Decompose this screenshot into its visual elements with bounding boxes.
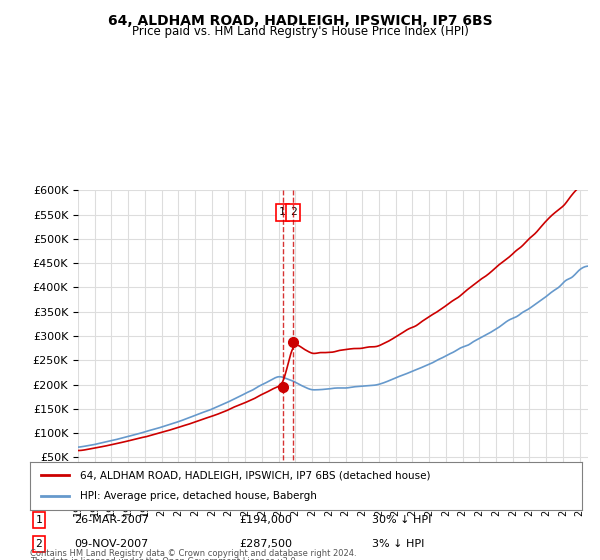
Text: 30% ↓ HPI: 30% ↓ HPI [372,515,431,525]
Text: £287,500: £287,500 [240,539,293,549]
Text: 26-MAR-2007: 26-MAR-2007 [74,515,149,525]
Text: 1: 1 [35,515,42,525]
Text: 2: 2 [290,207,296,217]
Text: 3% ↓ HPI: 3% ↓ HPI [372,539,425,549]
Text: 64, ALDHAM ROAD, HADLEIGH, IPSWICH, IP7 6BS (detached house): 64, ALDHAM ROAD, HADLEIGH, IPSWICH, IP7 … [80,470,430,480]
Text: Price paid vs. HM Land Registry's House Price Index (HPI): Price paid vs. HM Land Registry's House … [131,25,469,38]
Text: Contains HM Land Registry data © Crown copyright and database right 2024.: Contains HM Land Registry data © Crown c… [30,549,356,558]
Text: HPI: Average price, detached house, Babergh: HPI: Average price, detached house, Babe… [80,491,317,501]
Text: 64, ALDHAM ROAD, HADLEIGH, IPSWICH, IP7 6BS: 64, ALDHAM ROAD, HADLEIGH, IPSWICH, IP7 … [107,14,493,28]
Text: 09-NOV-2007: 09-NOV-2007 [74,539,148,549]
Text: 1: 1 [279,207,286,217]
Text: 2: 2 [35,539,42,549]
Text: £194,000: £194,000 [240,515,293,525]
Text: This data is licensed under the Open Government Licence v3.0.: This data is licensed under the Open Gov… [30,557,298,560]
